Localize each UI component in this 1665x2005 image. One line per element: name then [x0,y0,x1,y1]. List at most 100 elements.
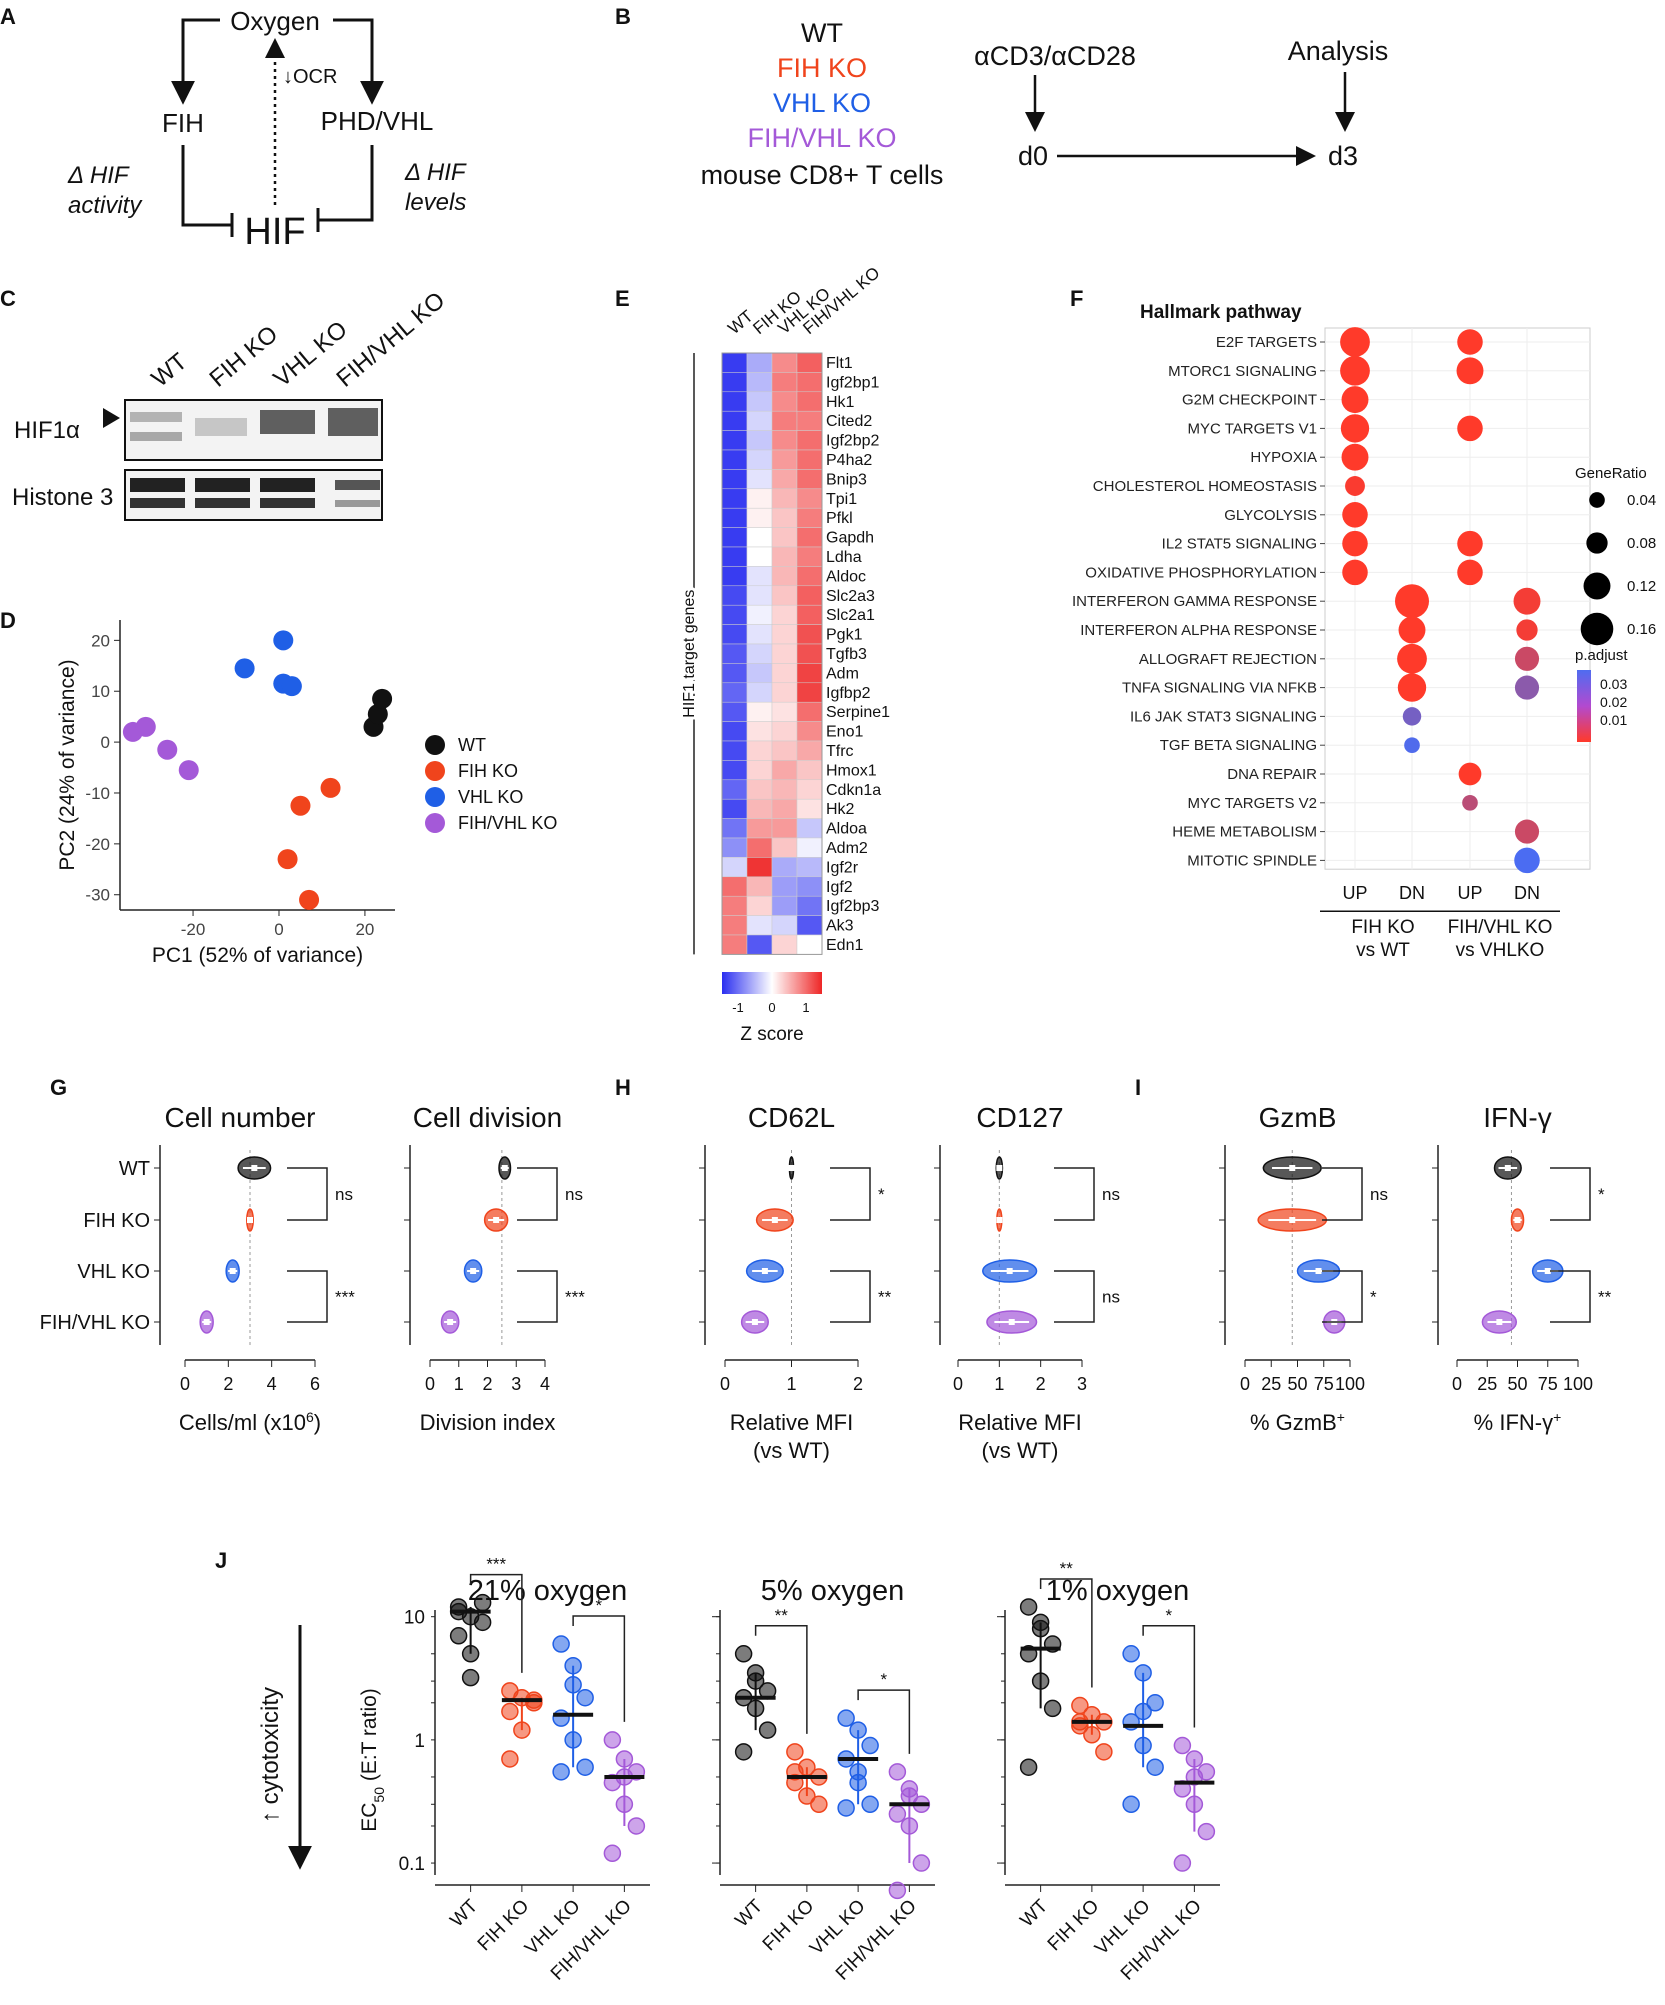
violin-median [996,1217,1003,1223]
j-sig-bracket [754,1625,808,1734]
sig-label: ns [1102,1288,1120,1307]
gene-label-slc2a3: Slc2a3 [826,588,875,605]
panel-letter-j: J [215,1548,227,1573]
heatmap-cell [746,488,773,509]
j-sig-label: *** [486,1555,506,1574]
pathway-dot [1514,675,1540,700]
j-point-vhl-ko [552,1709,570,1727]
x-label-superscript: 6 [306,1409,314,1425]
pathway-dot [1341,443,1369,471]
lane-fih-ko: FIH KO [205,320,284,392]
x-label-end: ) [314,1410,321,1435]
violin-x-tick-label: 6 [310,1374,320,1394]
group-label-2a: FIH/VHL KO [1448,917,1553,938]
violin-x-label-cd127: Relative MFI [958,1410,1081,1435]
heatmap-cell [746,876,773,897]
heatmap-cell [746,934,773,955]
dotplot-area [1324,327,1591,870]
j-sig-bracket [1039,1578,1093,1688]
heatmap-cell [796,469,823,490]
legend-swatch-fih-ko [425,761,445,781]
heatmap-cell [771,837,798,858]
violin-x-tick-label: 1 [994,1374,1004,1394]
j-sig-label: ** [1060,1559,1074,1578]
heatmap-cell [721,934,748,955]
group-label-1a: FIH KO [1351,917,1414,938]
hif-label: HIF [244,211,305,253]
heatmap-cell [721,391,748,412]
violin-median [493,1217,500,1223]
panel-letter-i: I [1135,1075,1141,1100]
j-point-fih-vhl-ko [912,1854,931,1872]
j-sig-label: ** [775,1606,789,1625]
pathway-dot [1514,646,1540,671]
j-point-fih-vhl-ko [1197,1822,1216,1841]
heatmap-cell [796,391,823,412]
heatmap-cell [721,410,748,431]
heatmap-cell [721,352,748,373]
j-point-wt [1043,1699,1062,1718]
gene-label-pgk1: Pgk1 [826,627,863,644]
heatmap-cell [796,857,823,878]
violin-title-cell-division: Cell division [413,1102,562,1133]
violin-x-tick-label: 100 [1335,1374,1365,1394]
sig-label: ns [1102,1185,1120,1204]
pathway-label-heme-metabolism: HEME METABOLISM [1172,824,1317,841]
sig-bracket [1322,1270,1363,1323]
violin-x-tick-label: 75 [1314,1374,1334,1394]
size-legend-label: 0.16 [1627,621,1656,638]
j-point-fih-vhl-ko [900,1780,919,1798]
size-legend-dot [1586,532,1608,554]
j-group-label-wt: WT [446,1895,482,1931]
legend-swatch-wt [425,735,445,755]
gene-label-aldoc: Aldoc [826,568,866,585]
gene-group-label: HIF1 target genes [681,590,698,718]
gene-label-hk1: Hk1 [826,394,855,411]
heatmap-cell [721,915,748,936]
j-point-vhl-ko [861,1736,879,1755]
violin-median [203,1319,210,1325]
heatmap-cell [721,857,748,878]
line-wt: WT [801,18,843,48]
legend-label-vhl-ko: VHL KO [458,787,523,807]
pathway-dot [1514,819,1540,844]
ocr-label: ↓OCR [283,66,337,88]
pca-point-vhl-ko [273,630,294,651]
gene-label-igf2bp3: Igf2bp3 [826,898,879,915]
gene-label-igf2: Igf2 [826,879,853,896]
lane-fih-vhl-ko: FIH/VHL KO [332,287,451,393]
pathway-dot [1342,559,1368,586]
violin-median [229,1268,236,1274]
violin-row-label-wt: WT [119,1158,150,1180]
pca-point-fih-ko [299,889,320,910]
gene-label-hmox1: Hmox1 [826,762,877,779]
pathway-dot [1340,414,1370,443]
y-tick-label: -20 [85,835,110,854]
panel-a-diagram: Oxygen FIH PHD/VHL HIF ↓OCR Δ HIF activi… [67,6,467,253]
pca-point-vhl-ko [234,658,255,679]
gene-label-pfkl: Pfkl [826,510,853,527]
sig-bracket [1054,1270,1095,1323]
heatmap-cell [746,721,773,742]
size-legend-label: 0.04 [1627,492,1656,509]
panel-letter-e: E [615,286,630,311]
pathway-label-il2-stat5-signaling: IL2 STAT5 SIGNALING [1162,536,1317,553]
gene-label-flt1: Flt1 [826,355,853,372]
violin-x-tick-label: 25 [1261,1374,1281,1394]
heatmap-cell [796,663,823,684]
analysis-label: Analysis [1288,36,1389,66]
gene-label-hk2: Hk2 [826,801,855,818]
colorbar [722,972,822,994]
heatmap-cell [796,352,823,373]
violin-median [1289,1165,1296,1171]
heatmap-cell [796,934,823,955]
j-point-wt [1019,1598,1038,1616]
pathway-dot [1516,619,1538,641]
heatmap-cell [746,798,773,819]
panel-letter-h: H [615,1075,631,1100]
heatmap-cell [746,915,773,936]
j-point-fih-ko [1095,1743,1113,1761]
violin-median [1514,1217,1521,1223]
heatmap-cell [721,546,748,567]
color-legend-label: 0.02 [1600,694,1627,710]
